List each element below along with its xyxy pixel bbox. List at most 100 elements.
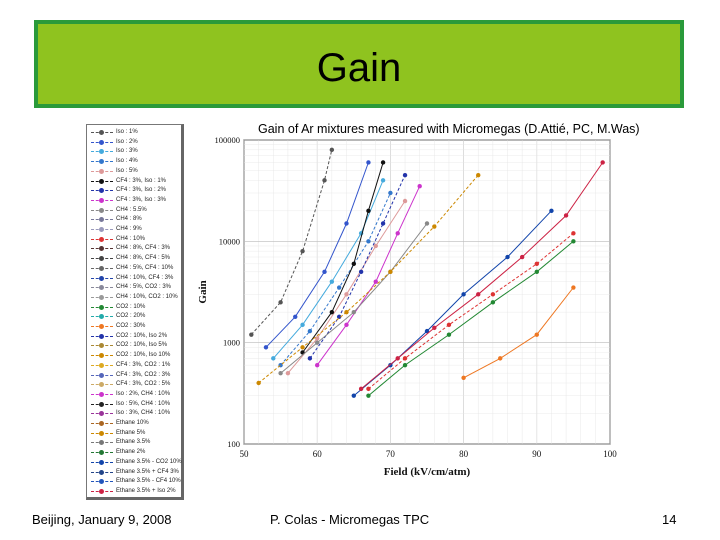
legend-marker [99,294,104,300]
legend-entry: CO2 : 20% [89,312,183,322]
data-point [519,254,525,260]
data-point [549,208,554,214]
data-point [571,239,576,244]
legend-entry: CF4 : 3%, Iso : 2% [89,186,183,196]
data-point [278,370,283,376]
data-point [417,184,422,189]
data-point [300,248,305,254]
legend-marker [99,450,104,456]
legend-entry: CH4 : 5%, CO2 : 3% [89,283,183,293]
legend-label: CH4 : 10%, CO2 : 10% [116,293,178,300]
gain-chart: 50 60 70 80 90 100 100 1000 10000 100000 Field (kV… [197,135,617,478]
legend-label: CF4 : 3%, Iso : 3% [116,196,167,203]
legend-entry: CO2 : 30% [89,322,183,332]
chart-legend: Iso : 1% Iso : 2% Iso : 3% Iso : 4% Iso : 5%… [86,124,184,500]
legend-label: Ethane 3.5% - CF4 10% [116,478,181,485]
data-point [461,292,466,297]
data-point [271,356,276,361]
legend-marker [99,197,104,203]
legend-marker [99,256,104,262]
data-point [322,269,327,275]
data-point [373,243,378,249]
data-point [388,190,393,196]
data-point [256,380,261,386]
data-point [402,172,408,178]
page-number: 14 [662,512,677,527]
legend-entry: CH4 : 5%, CF4 : 10% [89,264,183,274]
data-point [380,178,386,183]
legend-marker [99,324,104,329]
data-point [432,224,437,229]
legend-marker [99,382,104,388]
legend-label: Iso : 3%, CH4 : 10% [116,410,171,417]
legend-marker [99,207,104,213]
legend-marker [99,488,104,494]
data-point [300,345,305,350]
data-point [263,345,269,350]
legend-label: Ethane 5% [116,429,146,436]
data-point [366,239,371,244]
data-point [344,322,349,328]
legend-label: CO2 : 10%, Iso 10% [116,352,171,359]
data-point [498,356,503,361]
data-point [366,208,371,214]
legend-label: CF4 : 3%, CO2 : 1% [116,361,171,368]
legend-entry: CF4 : 3%, Iso : 1% [89,177,183,187]
legend-marker [99,430,104,436]
legend-marker [99,178,104,184]
data-point [315,336,320,341]
legend-entry: CH4 : 10% [89,235,183,245]
data-point [446,322,452,328]
legend-entry: Iso : 5%, CH4 : 10% [89,400,183,410]
x-tick-label: 50 [240,449,250,459]
legend-entry: Ethane 10% [89,419,183,429]
legend-entry: Ethane 2% [89,448,183,458]
legend-marker [99,285,104,291]
legend-entry: CF4 : 3%, CO2 : 1% [89,361,183,371]
data-point [424,221,430,226]
title-banner: Gain [34,20,684,108]
legend-label: CO2 : 20% [116,313,146,320]
legend-marker [99,139,104,145]
legend-marker [99,236,104,242]
y-tick-label: 10000 [219,236,240,246]
data-point [476,292,481,297]
data-point [395,231,400,236]
data-point [388,269,393,275]
legend-entry: Ethane 5% [89,429,183,439]
legend-marker [99,159,104,165]
legend-label: Ethane 3.5% + CF4 3% [116,468,179,475]
legend-entry: CH4 : 8%, CF4 : 5% [89,254,183,264]
data-point [344,309,349,315]
legend-marker [99,304,104,310]
legend-label: CH4 : 9% [116,226,142,232]
legend-label: Iso : 5% [116,167,138,174]
x-tick-label: 90 [532,449,542,459]
legend-label: Iso : 2% [116,138,138,145]
legend-label: CF4 : 3%, Iso : 1% [116,177,167,184]
x-tick-label: 100 [603,449,617,459]
data-point [344,292,349,297]
data-point [446,332,452,337]
data-point [380,221,386,226]
legend-marker [99,333,104,339]
legend-label: Ethane 3.5% [116,439,151,446]
footer-date: Beijing, January 9, 2008 [32,512,172,527]
y-axis-label: Gain [197,280,209,303]
series-line [463,287,574,379]
data-point [307,328,313,334]
data-point [373,279,378,284]
data-point [432,325,437,331]
data-point [461,375,466,381]
legend-marker [99,440,104,446]
data-point [424,328,430,334]
data-point [366,393,371,398]
legend-label: Ethane 10% [116,420,149,426]
data-point [534,269,539,275]
legend-entry: Ethane 3.5% [89,438,183,448]
legend-entry: Iso : 5% [89,167,183,177]
legend-label: CH4 : 8% [116,216,142,223]
legend-marker [99,217,104,223]
legend-marker [99,469,104,475]
legend-entry: CH4 : 10%, CF4 : 3% [89,274,183,284]
